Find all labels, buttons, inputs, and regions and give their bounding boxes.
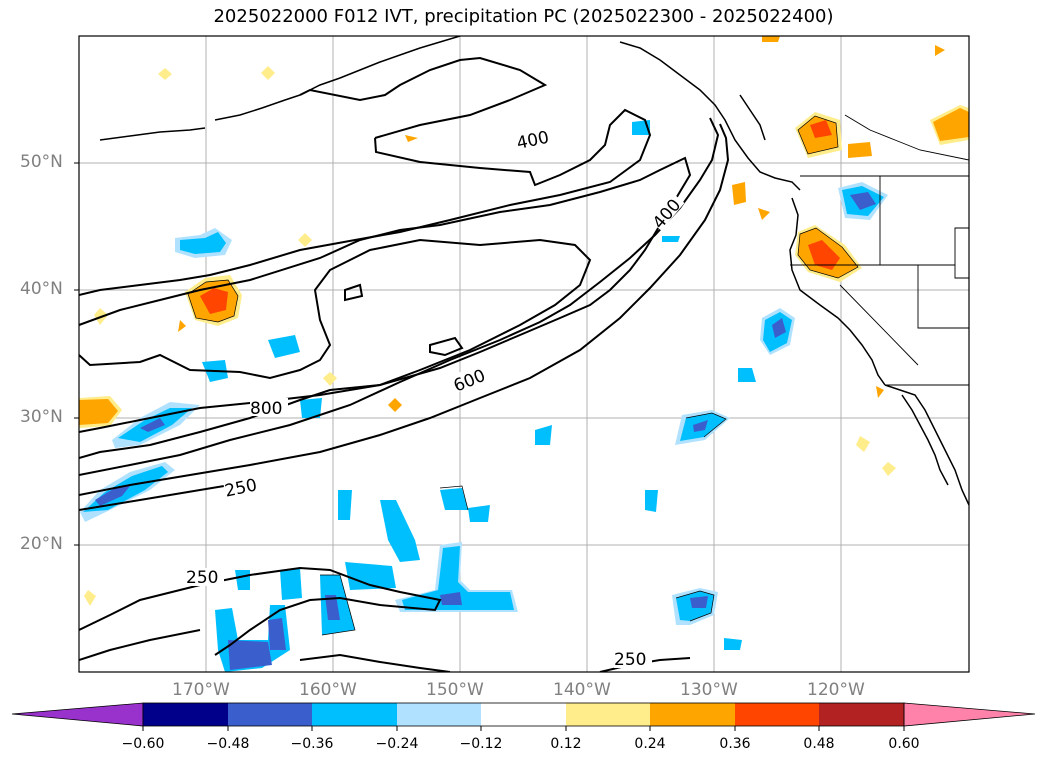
political-borders <box>790 114 969 386</box>
colorbar-tick-label: 0.24 <box>634 736 666 752</box>
colorbar-segment <box>481 703 566 726</box>
lon-label: 130°W <box>680 680 738 700</box>
colorbar-segment <box>735 703 819 726</box>
colorbar-segment <box>650 703 735 726</box>
colorbar-low-extend <box>11 702 144 727</box>
ivt-contours <box>79 56 730 672</box>
precip-positive-patches <box>79 36 969 606</box>
colorbar-segment <box>312 703 397 726</box>
colorbar-tick-label: 0.60 <box>888 736 920 752</box>
map-title: 2025022000 F012 IVT, precipitation PC (2… <box>213 6 834 27</box>
coastlines <box>99 36 969 506</box>
lat-label: 30°N <box>20 407 63 427</box>
colorbar-tick-label: −0.48 <box>206 736 250 752</box>
colorbar-high-extend <box>903 702 1036 727</box>
colorbar-tick-label: −0.36 <box>290 736 334 752</box>
lon-label: 170°W <box>172 680 230 700</box>
lon-label: 140°W <box>553 680 611 700</box>
colorbar-tick-label: −0.60 <box>121 736 165 752</box>
precip-outlines <box>187 115 859 636</box>
colorbar-segment <box>143 703 228 726</box>
colorbar-tick-label: −0.12 <box>459 736 503 752</box>
map-frame <box>78 35 970 673</box>
contour-label: 600 <box>451 366 489 397</box>
lon-label: 150°W <box>426 680 484 700</box>
lon-label: 120°W <box>807 680 865 700</box>
lat-label: 20°N <box>20 534 63 554</box>
colorbar-tick-label: −0.24 <box>375 736 419 752</box>
colorbar <box>11 702 1036 731</box>
contour-label: 800 <box>250 399 282 419</box>
lat-label: 50°N <box>20 152 63 172</box>
precip-negative-patches <box>80 120 888 672</box>
colorbar-tick-label: 0.36 <box>719 736 751 752</box>
colorbar-segment <box>566 703 650 726</box>
colorbar-tick-label: 0.12 <box>550 736 582 752</box>
contour-label: 250 <box>186 568 218 588</box>
colorbar-tick-label: 0.48 <box>803 736 835 752</box>
colorbar-segment <box>228 703 312 726</box>
lat-label: 40°N <box>20 279 63 299</box>
colorbar-segment <box>397 703 481 726</box>
lon-label: 160°W <box>299 680 357 700</box>
contour-label: 250 <box>614 650 646 670</box>
colorbar-segment <box>819 703 904 726</box>
